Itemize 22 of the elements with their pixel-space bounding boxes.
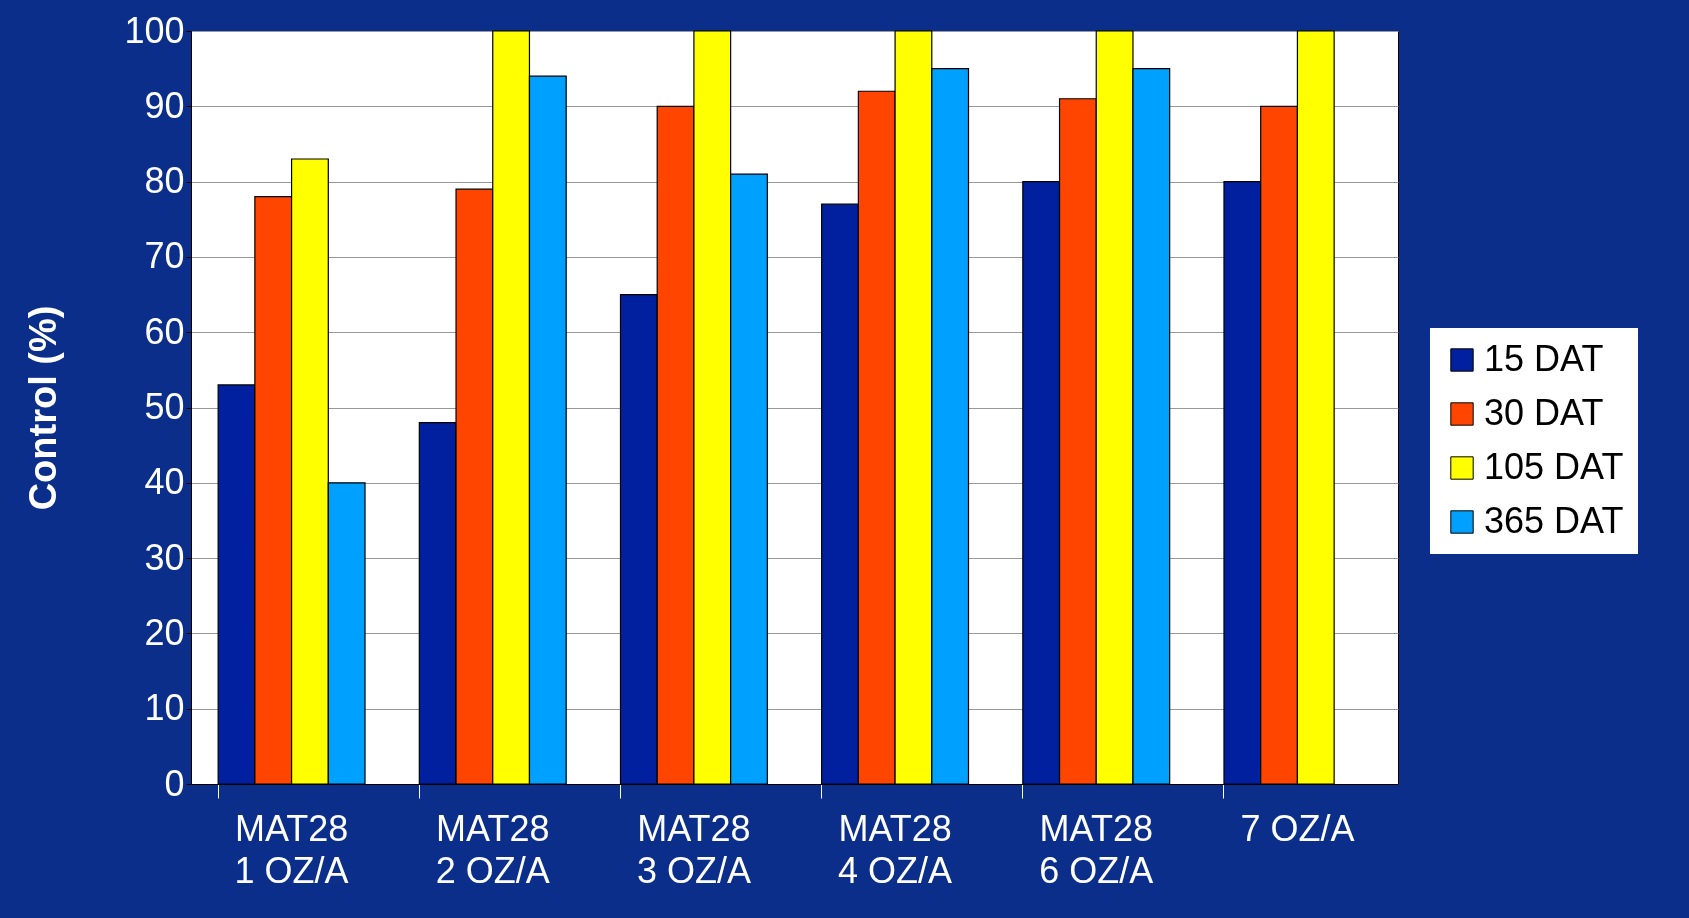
x-tick-label: MAT28 4 OZ/A xyxy=(838,807,953,891)
y-tick-label: 50 xyxy=(144,386,185,427)
y-tick-label: 70 xyxy=(144,235,185,277)
y-axis-title: Control (%) xyxy=(22,305,65,511)
legend-label: 15 DAT xyxy=(1484,338,1604,379)
x-tick-label: MAT28 1 OZ/A xyxy=(234,807,349,891)
y-tick-label: 90 xyxy=(144,84,185,126)
y-tick-label: 40 xyxy=(144,461,185,503)
legend-label: 105 DAT xyxy=(1484,446,1624,487)
y-tick-label: 100 xyxy=(124,9,185,51)
x-tick-label: 7 OZ/A xyxy=(1240,807,1355,849)
y-tick-label: 60 xyxy=(144,310,185,352)
y-tick-label: 80 xyxy=(144,160,185,202)
y-tick-label: 20 xyxy=(144,611,185,653)
x-tick-label: MAT28 2 OZ/A xyxy=(435,807,550,891)
x-tick-label: MAT28 3 OZ/A xyxy=(636,807,751,891)
legend-label: 30 DAT xyxy=(1484,392,1604,433)
y-tick-label: 0 xyxy=(164,762,185,804)
y-tick-label: 10 xyxy=(144,687,185,729)
legend-label: 365 DAT xyxy=(1484,500,1624,541)
y-tick-label: 30 xyxy=(144,536,185,578)
x-tick-label: MAT28 6 OZ/A xyxy=(1039,807,1154,891)
